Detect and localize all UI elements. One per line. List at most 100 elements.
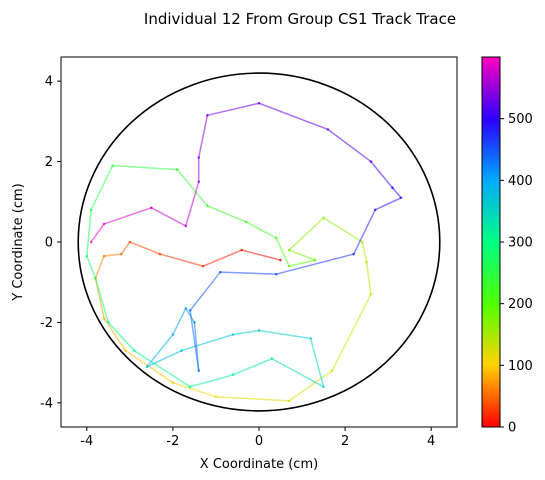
track-point	[322, 216, 325, 220]
y-tick-label: -2	[40, 316, 53, 331]
track-segment	[258, 329, 312, 340]
x-axis-ticks: -4 -2 0 2 4	[80, 427, 435, 449]
track-point	[171, 333, 175, 336]
track-segment	[172, 307, 187, 336]
track-point	[128, 240, 132, 244]
track-segment	[124, 349, 174, 384]
track-segment	[189, 271, 222, 312]
colorbar-tick-label: 200	[508, 297, 533, 312]
y-tick-label: -4	[40, 396, 53, 411]
track-point	[201, 264, 205, 268]
x-tick-label: 2	[341, 434, 349, 449]
y-tick-label: 4	[45, 75, 53, 90]
track-segment	[215, 396, 290, 402]
track-point	[89, 240, 93, 244]
track-segment	[331, 293, 372, 372]
track-point	[399, 196, 403, 200]
track-point	[158, 252, 162, 256]
track-point	[330, 369, 334, 372]
track-segment	[322, 217, 364, 243]
colorbar-gradient	[481, 56, 501, 428]
track-segment	[172, 382, 217, 398]
track-point	[89, 208, 93, 212]
track-segment	[219, 271, 277, 275]
track-segment	[365, 261, 372, 296]
track-point	[180, 349, 183, 352]
track-segment	[150, 207, 187, 227]
track-point	[188, 309, 192, 312]
track-point	[373, 208, 377, 212]
track-point	[124, 349, 127, 352]
track-point	[145, 365, 149, 368]
track-segment	[103, 207, 153, 225]
track-point	[279, 258, 282, 262]
colorbar-tick-label: 300	[508, 236, 533, 251]
track-point	[132, 349, 136, 352]
track-segment	[309, 337, 325, 388]
track-point	[197, 156, 201, 159]
track-point	[287, 264, 291, 268]
track-segment	[94, 255, 105, 279]
x-axis-label: X Coordinate (cm)	[200, 457, 318, 472]
track-point	[197, 369, 201, 372]
colorbar-tick-label: 100	[508, 359, 533, 374]
track-segment	[206, 205, 247, 223]
track-point	[361, 240, 364, 244]
track-segment	[352, 209, 376, 255]
track-point	[257, 101, 261, 105]
track-point	[287, 248, 291, 252]
colorbar-ticks: 0 100 200 300 400 500	[500, 112, 533, 436]
track-point	[391, 186, 394, 190]
plot-frame	[60, 56, 458, 428]
y-axis-label: Y Coordinate (cm)	[11, 183, 26, 301]
track-point	[287, 399, 291, 403]
track-segment	[90, 164, 114, 211]
track-segment	[232, 329, 260, 336]
colorbar-tick-label: 0	[508, 421, 516, 436]
track-segment	[241, 249, 282, 261]
track-segment	[111, 164, 178, 171]
track-point	[274, 272, 278, 276]
track-point	[240, 248, 244, 252]
track-point	[244, 220, 248, 224]
track-point	[102, 317, 106, 320]
track-segment	[202, 249, 243, 267]
track-point	[369, 292, 373, 296]
track-segment	[189, 373, 234, 388]
y-tick-label: 2	[45, 155, 53, 170]
track-segment	[374, 197, 402, 211]
colorbar-tick-label: 500	[508, 112, 533, 127]
track-segment	[288, 259, 316, 267]
track-segment	[275, 253, 355, 275]
track-segment	[86, 255, 97, 279]
track-point	[206, 204, 209, 208]
track-segment	[146, 333, 174, 368]
track-segment	[258, 102, 329, 131]
track-segment	[103, 253, 123, 257]
track-point	[184, 224, 188, 228]
track-segment	[245, 221, 277, 239]
track-segment	[94, 277, 110, 324]
track-point	[171, 381, 175, 385]
track-segment	[391, 186, 402, 199]
track-point	[206, 114, 209, 117]
y-axis-ticks: -4 -2 0 2 4	[40, 75, 61, 411]
track-segment	[370, 160, 394, 189]
track-point	[326, 128, 330, 131]
track-segment	[197, 114, 209, 159]
track-point	[150, 206, 153, 210]
chart-title: Individual 12 From Group CS1 Track Trace	[144, 10, 456, 28]
track-point	[184, 307, 188, 310]
track-point	[111, 164, 114, 167]
track-point	[193, 321, 196, 324]
track-segment	[159, 253, 204, 267]
track-segment	[129, 241, 161, 255]
track-segment	[133, 349, 191, 388]
y-tick-label: 0	[45, 236, 53, 251]
track-segment	[288, 369, 333, 402]
track-segment	[185, 180, 200, 227]
track-segment	[120, 241, 131, 255]
track-point	[107, 321, 110, 324]
track-point	[365, 260, 368, 264]
track-point	[231, 373, 235, 377]
